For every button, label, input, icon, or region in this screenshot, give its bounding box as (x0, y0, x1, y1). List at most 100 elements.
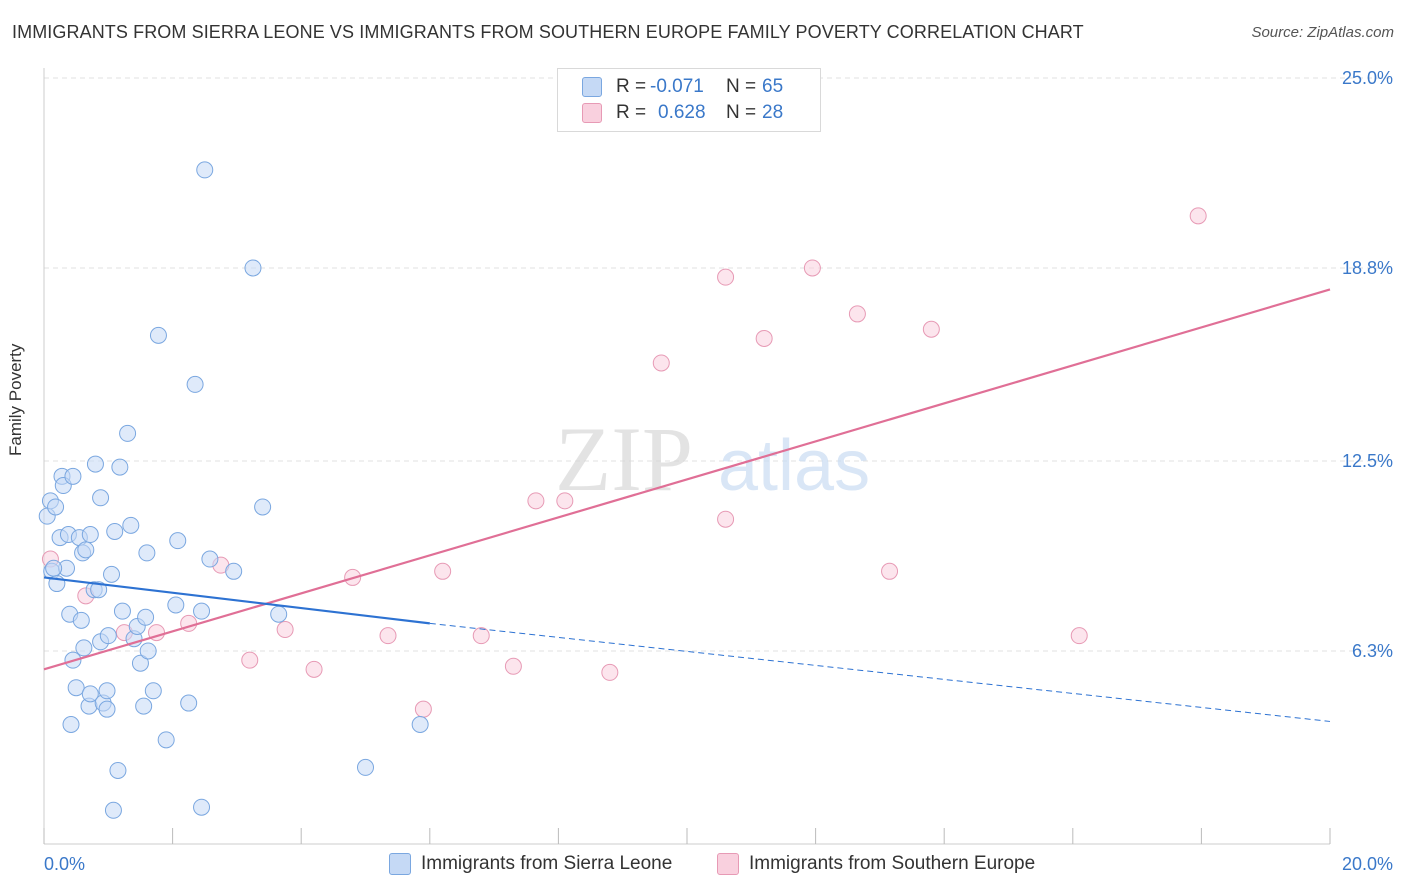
pink-data-point (527, 492, 545, 510)
blue-data-point (122, 516, 140, 534)
blue-data-point (99, 627, 117, 645)
pink-data-point (556, 492, 574, 510)
blue-data-point (72, 611, 90, 629)
y-tick-label: 12.5% (1342, 451, 1393, 471)
blue-data-point (357, 758, 374, 776)
pink-data-point (414, 700, 432, 718)
pink-data-point (1189, 207, 1207, 225)
pink-data-point (504, 657, 522, 675)
pink-data-point (922, 320, 940, 338)
pink-data-point (881, 562, 899, 580)
legend-n-value: 28 (762, 102, 784, 123)
legend-row-pink: R = 0.628 N = 28 (582, 101, 783, 125)
blue-data-point (270, 605, 288, 623)
bottom-legend-swatch-blue (389, 853, 411, 875)
blue-data-point (144, 682, 162, 700)
blue-data-point (75, 639, 93, 657)
blue-data-point (81, 685, 99, 703)
legend-n-label: N = (726, 76, 757, 97)
pink-data-point (652, 354, 670, 372)
blue-data-point (119, 424, 137, 442)
pink-trend-line (43, 288, 1331, 671)
blue-data-point (186, 375, 204, 393)
blue-data-point (157, 731, 175, 749)
correlation-legend: R = -0.071 N = 65 R = 0.628 N = 28 (557, 68, 821, 132)
y-tick-label: 6.3% (1352, 641, 1393, 661)
blue-data-point (137, 608, 155, 626)
blue-data-point (109, 761, 127, 779)
blue-data-point (135, 697, 153, 715)
bottom-legend-label-pink: Immigrants from Southern Europe (749, 853, 1036, 874)
legend-n-label: N = (726, 102, 757, 123)
blue-data-point (64, 467, 82, 485)
watermark-zip: ZIP (555, 408, 693, 510)
blue-data-point (86, 455, 104, 473)
blue-data-point (180, 694, 198, 712)
pink-data-point (305, 660, 323, 678)
blue-data-point (244, 259, 262, 277)
blue-data-point (106, 522, 124, 540)
blue-data-point (92, 489, 110, 507)
pink-data-point (601, 663, 619, 681)
x-tick-label: 0.0% (44, 854, 85, 874)
blue-data-point (98, 682, 116, 700)
legend-swatch-blue (582, 77, 602, 97)
blue-trend-line-dashed (429, 622, 1331, 722)
pink-data-point (379, 627, 397, 645)
blue-data-point (103, 565, 121, 583)
gridlines (44, 77, 1392, 652)
pink-data-point (755, 329, 773, 347)
watermark: ZIP atlas (555, 408, 870, 510)
pink-data-point (276, 621, 294, 639)
pink-series-points (41, 207, 1207, 718)
blue-data-point (139, 642, 157, 660)
pink-data-point (717, 268, 735, 286)
pink-data-point (472, 627, 490, 645)
blue-data-point (77, 541, 95, 559)
legend-n-value: 65 (762, 76, 784, 97)
legend-swatch-pink (582, 103, 602, 123)
pink-data-point (848, 305, 866, 323)
blue-data-point (196, 161, 214, 179)
blue-data-point (98, 700, 116, 718)
blue-data-point (47, 498, 65, 516)
pink-data-point (434, 562, 452, 580)
blue-data-point (193, 602, 211, 620)
y-tick-label: 18.8% (1342, 258, 1393, 278)
legend-r-value: 0.628 (658, 102, 706, 123)
chart-title: IMMIGRANTS FROM SIERRA LEONE VS IMMIGRAN… (12, 22, 1084, 42)
blue-data-point (62, 716, 80, 734)
bottom-legend-pink: Immigrants from Southern Europe (717, 852, 1035, 876)
blue-trend-line (43, 576, 430, 625)
blue-data-point (90, 581, 108, 599)
bottom-legend-swatch-pink (717, 853, 739, 875)
blue-data-point (67, 679, 85, 697)
blue-data-point (193, 798, 211, 816)
y-tick-label: 25.0% (1342, 68, 1393, 88)
blue-data-point (138, 544, 156, 562)
blue-data-point (81, 526, 99, 544)
x-tick-label: 20.0% (1342, 854, 1393, 874)
blue-data-point (169, 532, 187, 550)
blue-data-point (104, 801, 122, 819)
pink-data-point (717, 510, 735, 528)
legend-r-label: R = (616, 102, 647, 123)
blue-data-point (45, 559, 63, 577)
blue-data-point (411, 716, 429, 734)
pink-data-point (803, 259, 821, 277)
legend-row-blue: R = -0.071 N = 65 (582, 75, 783, 99)
bottom-legend-blue: Immigrants from Sierra Leone (389, 852, 672, 876)
blue-data-point (113, 602, 131, 620)
blue-data-point (225, 562, 243, 580)
tick-labels: 6.3% 12.5% 18.8% 25.0% 0.0% 20.0% (44, 68, 1393, 874)
blue-data-point (149, 326, 167, 344)
trend-lines (43, 288, 1331, 722)
blue-data-point (111, 458, 129, 476)
blue-series-points (38, 161, 429, 819)
legend-r-value: -0.071 (650, 76, 704, 97)
blue-data-point (167, 596, 185, 614)
watermark-atlas: atlas (718, 426, 870, 506)
pink-data-point (1070, 627, 1088, 645)
pink-data-point (241, 651, 259, 669)
